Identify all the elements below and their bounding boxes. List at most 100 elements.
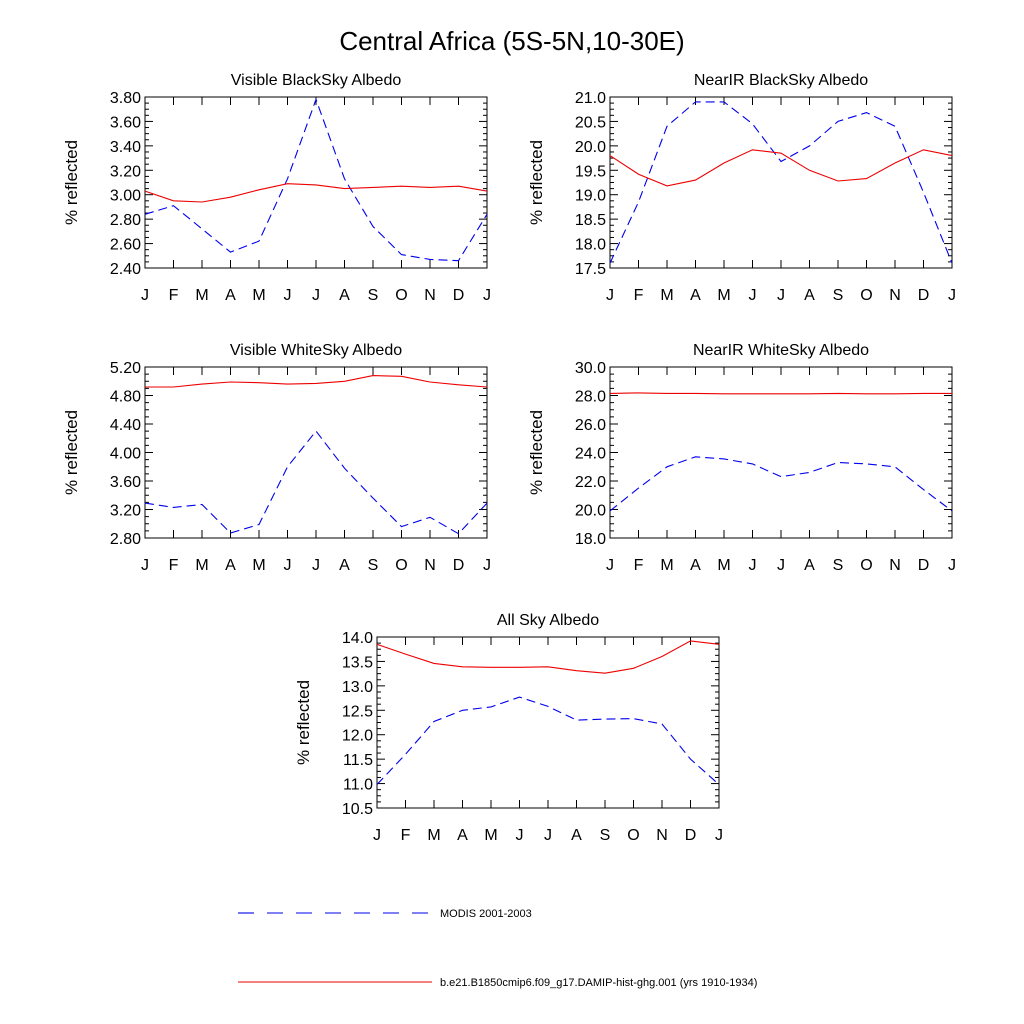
x-tick-label: S xyxy=(833,287,844,304)
chart-panel: Visible BlackSky Albedo % reflected 2.40 2.… xyxy=(62,72,491,304)
figure-title: Central Africa (5S-5N,10-30E) xyxy=(339,26,684,56)
x-tick-label: N xyxy=(424,287,436,304)
y-tick-label: 3.60 xyxy=(110,474,141,491)
x-tick-label: O xyxy=(627,827,639,844)
x-tick-label: J xyxy=(749,557,757,574)
x-tick-label: J xyxy=(483,287,491,304)
x-tick-label: O xyxy=(395,557,407,574)
x-tick-label: N xyxy=(656,827,668,844)
x-tick-label: J xyxy=(284,557,292,574)
x-tick-label: S xyxy=(368,287,379,304)
y-tick-label: 13.5 xyxy=(342,654,373,671)
plot-frame xyxy=(144,366,488,539)
y-axis-label: % reflected xyxy=(527,140,546,225)
x-tick-label: J xyxy=(312,557,320,574)
x-tick-label: D xyxy=(453,287,465,304)
y-axis-label: % reflected xyxy=(62,410,81,495)
x-tick-label: M xyxy=(717,557,730,574)
y-tick-label: 26.0 xyxy=(575,417,606,434)
x-tick-label: M xyxy=(252,287,265,304)
y-tick-label: 30.0 xyxy=(575,360,606,377)
x-tick-label: M xyxy=(427,827,440,844)
x-tick-label: J xyxy=(606,557,614,574)
x-tick-label: S xyxy=(833,557,844,574)
x-tick-label: F xyxy=(634,557,644,574)
y-tick-label: 4.00 xyxy=(110,446,141,463)
y-tick-label: 19.5 xyxy=(575,163,606,180)
x-tick-label: A xyxy=(571,827,582,844)
y-tick-label: 19.0 xyxy=(575,188,606,205)
x-tick-label: A xyxy=(690,557,701,574)
x-tick-label: J xyxy=(777,557,785,574)
y-tick-label: 28.0 xyxy=(575,389,606,406)
x-tick-label: N xyxy=(889,557,901,574)
y-tick-label: 18.0 xyxy=(575,531,606,548)
y-tick-label: 3.00 xyxy=(110,188,141,205)
y-tick-label: 17.5 xyxy=(575,261,606,278)
legend: MODIS 2001-2003 b.e21.B1850cmip6.f09_g17.… xyxy=(238,908,757,989)
x-tick-label: A xyxy=(804,287,815,304)
y-tick-label: 18.0 xyxy=(575,237,606,254)
y-tick-label: 5.20 xyxy=(110,360,141,377)
x-tick-label: D xyxy=(918,557,930,574)
model-series-line xyxy=(609,392,952,395)
y-tick-label: 12.0 xyxy=(342,728,373,745)
plot-frame xyxy=(609,96,953,269)
y-tick-label: 14.0 xyxy=(342,630,373,647)
x-tick-label: A xyxy=(690,287,701,304)
x-tick-label: F xyxy=(169,287,179,304)
x-tick-label: J xyxy=(948,557,956,574)
chart-title: NearIR WhiteSky Albedo xyxy=(693,342,869,359)
y-tick-label: 4.40 xyxy=(110,417,141,434)
x-tick-label: S xyxy=(600,827,611,844)
y-tick-label: 20.5 xyxy=(575,114,606,131)
legend-label: b.e21.B1850cmip6.f09_g17.DAMIP-hist-ghg.… xyxy=(440,977,757,989)
x-tick-label: J xyxy=(312,287,320,304)
chart-title: NearIR BlackSky Albedo xyxy=(694,72,868,89)
y-tick-label: 3.60 xyxy=(110,114,141,131)
x-tick-label: J xyxy=(141,287,149,304)
modis-series-line xyxy=(609,101,953,264)
chart-panel: NearIR BlackSky Albedo % reflected 17.5 18.… xyxy=(527,72,956,304)
x-tick-label: J xyxy=(483,557,491,574)
y-tick-label: 2.60 xyxy=(110,237,141,254)
plot-frame xyxy=(144,96,488,269)
x-tick-label: A xyxy=(339,557,350,574)
x-tick-label: N xyxy=(424,557,436,574)
x-tick-label: J xyxy=(749,287,757,304)
x-tick-label: O xyxy=(395,287,407,304)
y-tick-label: 22.0 xyxy=(575,474,606,491)
legend-label: MODIS 2001-2003 xyxy=(440,908,532,920)
modis-series-line xyxy=(609,456,953,512)
x-tick-label: M xyxy=(717,287,730,304)
y-tick-label: 4.80 xyxy=(110,389,141,406)
modis-series-line xyxy=(144,97,488,262)
x-tick-label: O xyxy=(860,287,872,304)
x-tick-label: A xyxy=(225,287,236,304)
y-tick-label: 3.80 xyxy=(110,90,141,107)
model-series-line xyxy=(609,149,953,187)
x-tick-label: M xyxy=(195,287,208,304)
x-tick-label: F xyxy=(634,287,644,304)
y-tick-label: 18.5 xyxy=(575,212,606,229)
model-series-line xyxy=(144,183,488,203)
y-tick-label: 11.0 xyxy=(343,777,373,794)
x-tick-label: A xyxy=(804,557,815,574)
x-tick-label: D xyxy=(918,287,930,304)
x-tick-label: J xyxy=(141,557,149,574)
chart-panel: Visible WhiteSky Albedo % reflected 2.80 3.… xyxy=(62,342,491,574)
x-tick-label: M xyxy=(660,557,673,574)
x-tick-label: F xyxy=(401,827,411,844)
x-tick-label: M xyxy=(195,557,208,574)
chart-title: All Sky Albedo xyxy=(497,612,599,629)
model-series-line xyxy=(145,375,488,388)
y-axis-label: % reflected xyxy=(294,680,313,765)
x-tick-label: O xyxy=(860,557,872,574)
x-tick-label: J xyxy=(777,287,785,304)
x-tick-label: J xyxy=(516,827,524,844)
x-tick-label: J xyxy=(606,287,614,304)
x-tick-label: M xyxy=(252,557,265,574)
charts-group: Visible BlackSky Albedo % reflected 2.40 2.… xyxy=(62,72,956,844)
x-tick-label: J xyxy=(373,827,381,844)
